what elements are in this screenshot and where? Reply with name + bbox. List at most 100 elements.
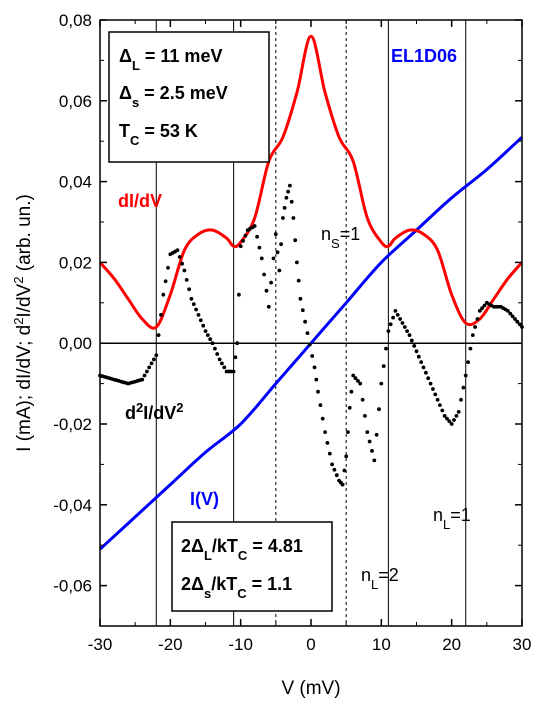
data-point: [455, 414, 459, 418]
data-point: [319, 403, 323, 407]
data-point: [190, 297, 194, 301]
data-point: [303, 320, 307, 324]
data-point: [293, 238, 297, 242]
data-point: [194, 308, 198, 312]
data-point: [417, 355, 421, 359]
data-point: [350, 390, 354, 394]
data-point: [365, 430, 369, 434]
data-point: [457, 410, 461, 414]
data-point: [436, 398, 440, 402]
data-point: [299, 297, 303, 301]
data-point: [178, 255, 182, 259]
data-point: [283, 206, 287, 210]
x-tick-label: 0: [306, 635, 315, 654]
data-point: [379, 382, 383, 386]
y-axis-label: I (mA); dI/dV; d2I/dV2 (arb. un.): [11, 194, 36, 452]
data-point: [333, 468, 337, 472]
data-point: [150, 362, 154, 366]
data-point: [346, 430, 350, 434]
ns1-label: nS=1: [321, 224, 360, 251]
data-point: [285, 196, 289, 200]
data-point: [199, 318, 203, 322]
data-point: [208, 337, 212, 341]
data-point: [292, 216, 296, 220]
data-point: [161, 293, 165, 297]
data-point: [450, 422, 454, 426]
data-point: [281, 216, 285, 220]
series-points-2: [98, 184, 524, 487]
data-point: [466, 360, 470, 364]
data-point: [301, 308, 305, 312]
data-point: [218, 358, 222, 362]
data-point: [237, 293, 241, 297]
data-point: [152, 358, 156, 362]
data-point: [267, 305, 271, 309]
data-point: [419, 360, 423, 364]
data-point: [459, 398, 463, 402]
data-point: [159, 313, 163, 317]
data-point: [330, 463, 334, 467]
series-label-iv: I(V): [190, 489, 219, 509]
data-point: [234, 355, 238, 359]
data-point: [204, 329, 208, 333]
x-tick-label: 10: [372, 635, 391, 654]
data-point: [143, 374, 147, 378]
data-point: [183, 269, 187, 273]
x-tick-label: -20: [158, 635, 183, 654]
data-point: [253, 224, 257, 228]
data-point: [258, 246, 262, 250]
data-point: [438, 403, 442, 407]
data-point: [164, 279, 168, 283]
data-point: [260, 257, 264, 261]
data-point: [255, 235, 259, 239]
data-point: [363, 414, 367, 418]
data-point: [279, 242, 283, 246]
y-tick-label: 0,02: [59, 253, 92, 272]
data-point: [410, 339, 414, 343]
data-point: [192, 302, 196, 306]
data-point: [422, 366, 426, 370]
data-point: [278, 269, 282, 273]
data-point: [140, 378, 144, 382]
data-point: [424, 371, 428, 375]
data-point: [394, 309, 398, 313]
data-point: [314, 378, 318, 382]
data-point: [316, 390, 320, 394]
data-point: [433, 393, 437, 397]
data-point: [335, 473, 339, 477]
data-point: [471, 333, 475, 337]
data-point: [306, 331, 310, 335]
data-point: [343, 469, 347, 473]
nl1-label: nL=1: [433, 505, 471, 532]
data-point: [476, 317, 480, 321]
y-tick-label: 0,00: [59, 334, 92, 353]
data-point: [401, 321, 405, 325]
data-point: [387, 329, 391, 333]
data-point: [382, 364, 386, 368]
data-point: [384, 347, 388, 351]
data-point: [286, 190, 290, 194]
y-tick-label: -0,06: [53, 577, 92, 596]
y-tick-label: 0,06: [59, 92, 92, 111]
data-point: [180, 262, 184, 266]
data-point: [469, 347, 473, 351]
x-tick-label: -10: [228, 635, 253, 654]
data-point: [262, 273, 266, 277]
data-point: [308, 343, 312, 347]
data-point: [348, 406, 352, 410]
series-label-didv: dI/dV: [118, 191, 162, 211]
data-point: [473, 325, 477, 329]
nl2-label: nL=2: [361, 565, 399, 592]
data-point: [265, 289, 269, 293]
sample-label: EL1D06: [391, 46, 457, 66]
data-point: [358, 382, 362, 386]
data-point: [398, 317, 402, 321]
data-point: [462, 386, 466, 390]
data-point: [244, 234, 248, 238]
data-point: [211, 341, 215, 345]
data-point: [288, 184, 292, 188]
data-point: [147, 366, 151, 370]
data-point: [321, 417, 325, 421]
data-point: [269, 281, 273, 285]
